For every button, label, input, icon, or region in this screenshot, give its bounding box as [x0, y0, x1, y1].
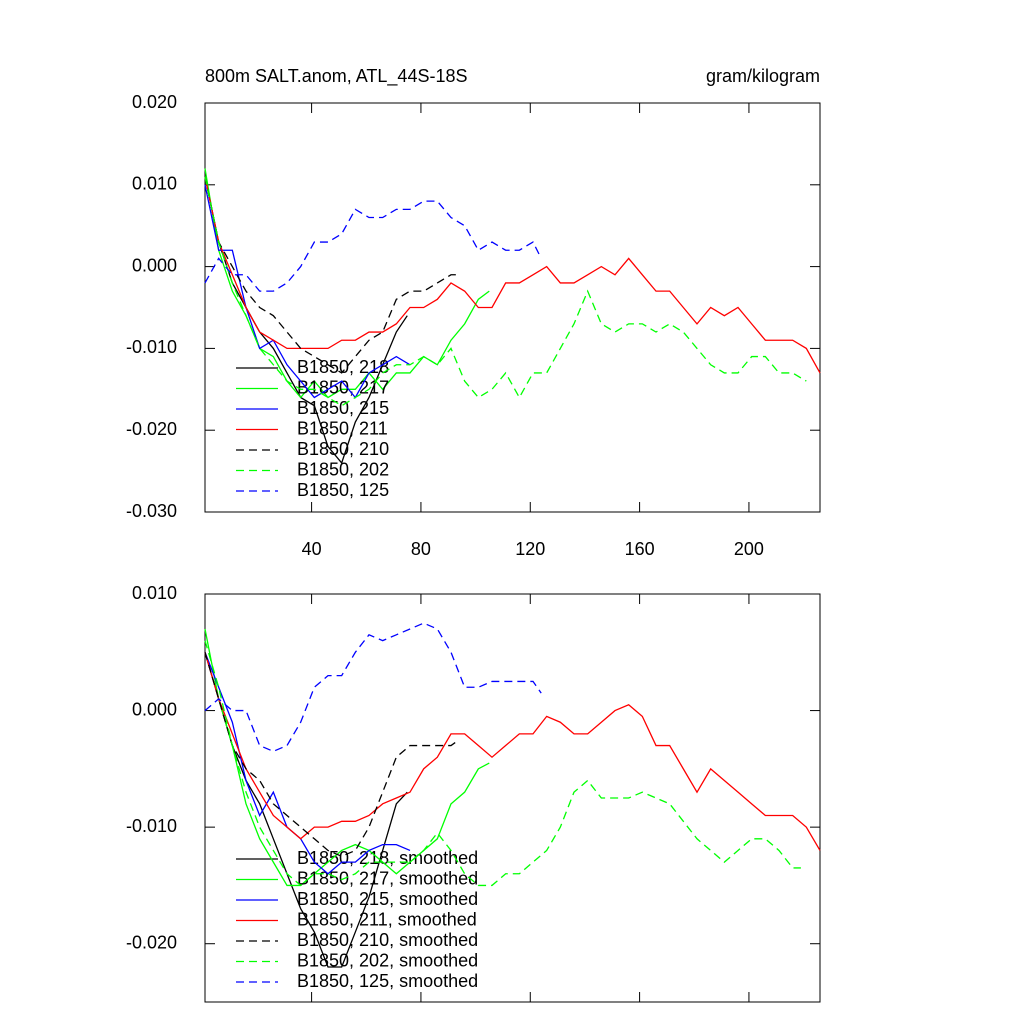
legend-label: B1850, 217 [297, 377, 389, 397]
legend-label: B1850, 218 [297, 357, 389, 377]
y-tick-label: -0.020 [126, 932, 177, 952]
data-line [204, 622, 542, 753]
y-tick-label: -0.010 [126, 816, 177, 836]
legend-label: B1850, 125, smoothed [297, 971, 478, 991]
legend-label: B1850, 210, smoothed [297, 930, 478, 950]
legend-label: B1850, 210 [297, 439, 389, 459]
x-tick-label: 40 [302, 539, 322, 559]
x-tick-label: 120 [515, 539, 545, 559]
data-line [204, 176, 460, 374]
y-tick-label: 0.010 [132, 174, 177, 194]
plot-frame [204, 102, 821, 513]
legend-label: B1850, 202 [297, 459, 389, 479]
y-tick-label: 0.000 [132, 699, 177, 719]
legend-label: B1850, 211, smoothed [297, 909, 477, 929]
x-tick-label: 200 [734, 539, 764, 559]
data-line [204, 628, 490, 887]
y-tick-label: 0.010 [132, 583, 177, 603]
legend-label: B1850, 217, smoothed [297, 868, 478, 888]
legend-label: B1850, 125 [297, 480, 389, 500]
data-line [204, 176, 821, 374]
x-tick-label: 80 [411, 539, 431, 559]
data-line [204, 652, 460, 857]
legend-label: B1850, 215 [297, 398, 389, 418]
legend-label: B1850, 202, smoothed [297, 950, 478, 970]
legend-label: B1850, 211 [297, 418, 388, 438]
data-line [204, 652, 408, 968]
x-tick-label: 160 [625, 539, 655, 559]
data-line [204, 176, 807, 407]
y-tick-label: 0.020 [132, 92, 177, 112]
chart-title: 800m SALT.anom, ATL_44S-18S [205, 66, 468, 87]
y-tick-label: -0.010 [126, 337, 177, 357]
y-tick-label: -0.030 [126, 501, 177, 521]
y-tick-label: -0.020 [126, 419, 177, 439]
data-line [204, 652, 821, 851]
y-tick-label: 0.000 [132, 255, 177, 275]
data-line [204, 652, 411, 875]
data-line [204, 640, 801, 887]
data-line [204, 200, 542, 292]
legend-label: B1850, 215, smoothed [297, 889, 478, 909]
units-label: gram/kilogram [706, 66, 820, 86]
plot-frame [204, 593, 821, 1003]
